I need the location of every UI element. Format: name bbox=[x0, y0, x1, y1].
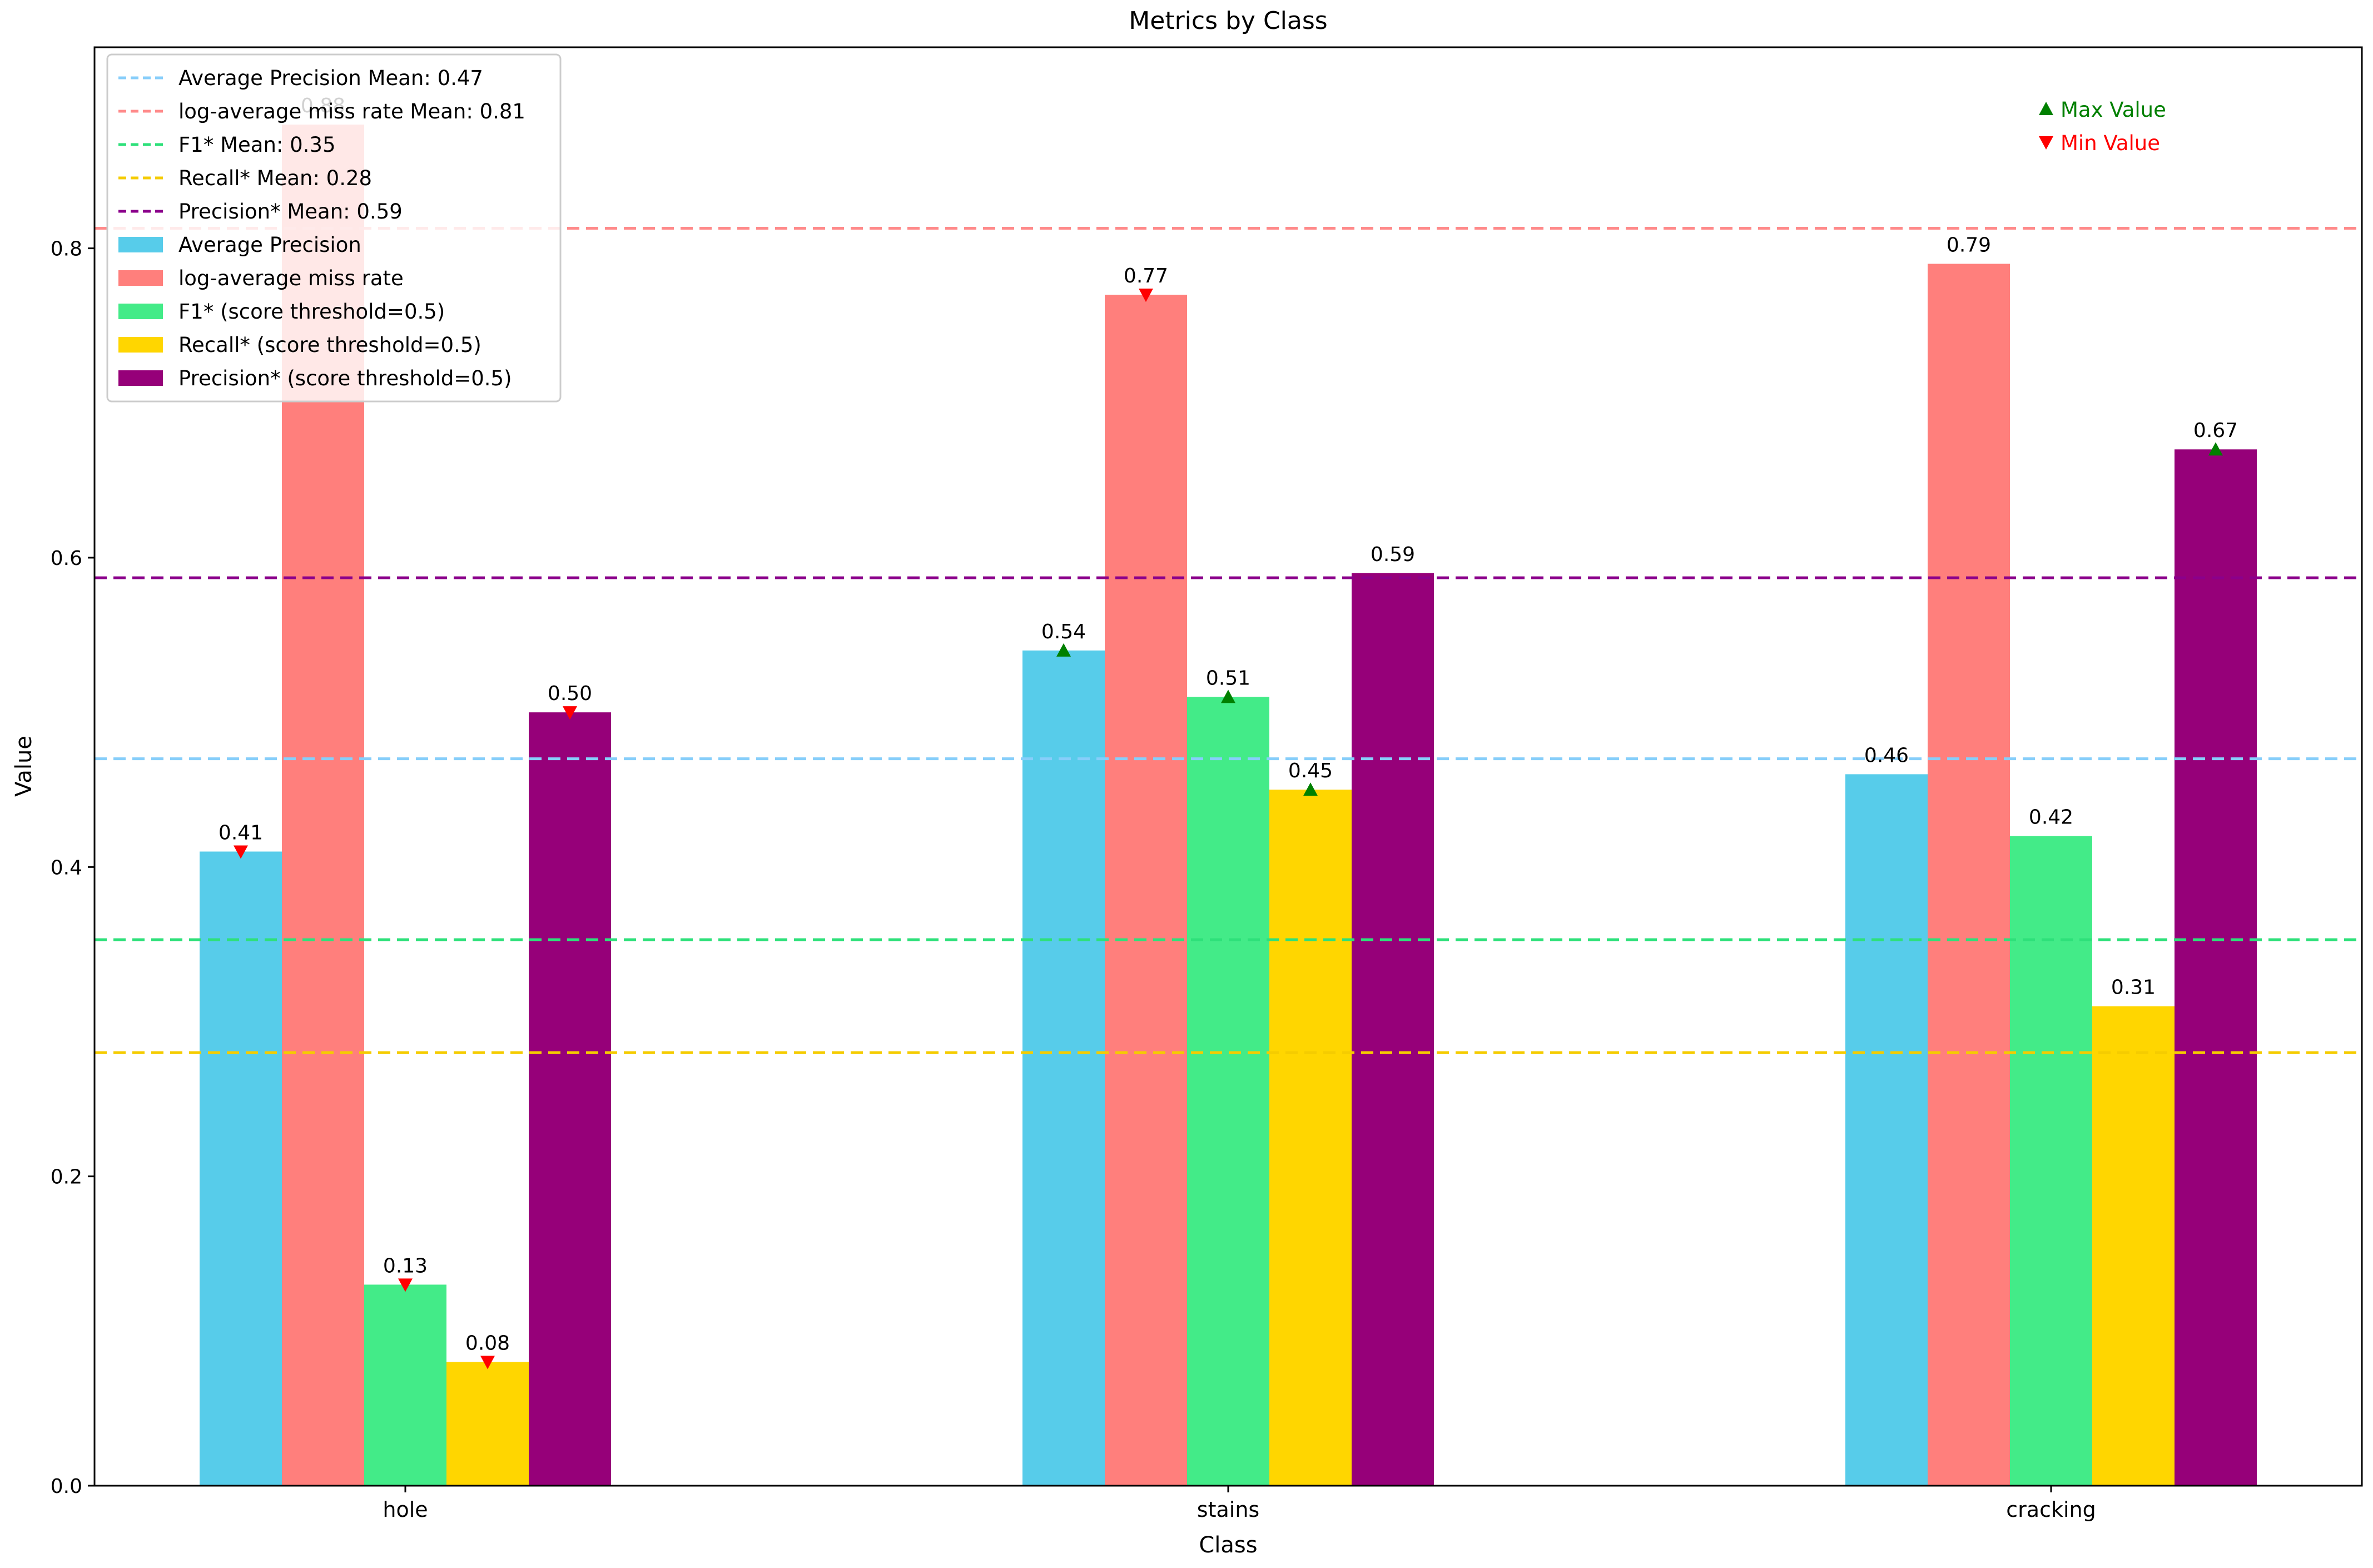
min-value-legend-icon bbox=[2039, 136, 2053, 150]
legend-patch-swatch bbox=[118, 270, 163, 286]
value-label: 0.50 bbox=[548, 682, 592, 705]
bar-cracking-3 bbox=[2092, 1006, 2175, 1486]
x-tick-label-cracking: cracking bbox=[2006, 1497, 2096, 1522]
legend-label: Average Precision bbox=[178, 233, 361, 257]
legend-label: log-average miss rate Mean: 0.81 bbox=[178, 100, 525, 123]
value-label: 0.13 bbox=[383, 1254, 428, 1277]
axes: 0.0 0.2 0.4 0.6 0.8 hole stains cracking bbox=[51, 46, 2363, 1522]
value-label: 0.67 bbox=[2193, 419, 2238, 442]
bar-hole-3 bbox=[446, 1362, 529, 1486]
bar-cracking-4 bbox=[2175, 449, 2257, 1486]
markers bbox=[234, 289, 2223, 1369]
y-tick-label: 0.0 bbox=[51, 1475, 82, 1498]
marker-legend: Max Value Min Value bbox=[2039, 98, 2166, 155]
value-label: 0.79 bbox=[1947, 234, 1991, 256]
bar-cracking-2 bbox=[2010, 836, 2092, 1486]
legend-patch-swatch bbox=[118, 337, 163, 353]
min-marker bbox=[398, 1278, 413, 1292]
y-tick-label: 0.6 bbox=[51, 547, 82, 570]
max-value-legend-label: Max Value bbox=[2061, 98, 2166, 122]
legend: Average Precision Mean: 0.47 log-average … bbox=[106, 53, 562, 403]
value-label: 0.08 bbox=[465, 1332, 510, 1354]
bar-stains-2 bbox=[1187, 697, 1269, 1486]
value-label: 0.77 bbox=[1124, 265, 1168, 287]
bar-cracking-1 bbox=[1928, 264, 2010, 1486]
bar-hole-0 bbox=[200, 851, 282, 1486]
min-marker bbox=[234, 845, 248, 859]
value-label: 0.31 bbox=[2111, 976, 2156, 999]
min-marker bbox=[480, 1356, 495, 1369]
max-marker bbox=[1221, 689, 1235, 703]
x-axis-label: Class bbox=[1199, 1532, 1257, 1558]
legend-label: Recall* (score threshold=0.5) bbox=[178, 333, 481, 357]
legend-label: F1* (score threshold=0.5) bbox=[178, 300, 445, 324]
legend-label: log-average miss rate bbox=[178, 266, 404, 290]
max-marker bbox=[2208, 442, 2223, 456]
y-tick-label: 0.4 bbox=[51, 856, 82, 879]
legend-label: Recall* Mean: 0.28 bbox=[178, 166, 372, 190]
y-tick-label: 0.2 bbox=[51, 1166, 82, 1189]
value-label: 0.59 bbox=[1371, 543, 1415, 566]
min-marker bbox=[1139, 289, 1153, 302]
min-marker bbox=[563, 706, 577, 720]
value-label: 0.41 bbox=[219, 821, 263, 844]
legend-patch-swatch bbox=[118, 304, 163, 319]
value-label: 0.51 bbox=[1206, 667, 1250, 689]
value-label: 0.54 bbox=[1041, 621, 1086, 643]
bar-hole-2 bbox=[364, 1284, 446, 1486]
max-marker bbox=[1056, 643, 1071, 657]
bar-hole-4 bbox=[529, 712, 611, 1486]
legend-label: Precision* Mean: 0.59 bbox=[178, 200, 403, 224]
min-value-legend-label: Min Value bbox=[2061, 131, 2160, 155]
legend-patch-swatch bbox=[118, 370, 163, 386]
bar-cracking-0 bbox=[1845, 774, 1928, 1486]
max-marker bbox=[1303, 782, 1318, 796]
bar-stains-1 bbox=[1105, 295, 1187, 1486]
legend-patch-swatch bbox=[118, 237, 163, 252]
x-tick-label-hole: hole bbox=[383, 1497, 428, 1522]
chart-title: Metrics by Class bbox=[1129, 7, 1327, 35]
bar-stains-4 bbox=[1352, 573, 1434, 1486]
value-label: 0.46 bbox=[1864, 744, 1909, 767]
legend-label: F1* Mean: 0.35 bbox=[178, 133, 336, 157]
value-label: 0.45 bbox=[1288, 760, 1333, 782]
legend-label: Average Precision Mean: 0.47 bbox=[178, 66, 483, 90]
y-tick-label: 0.8 bbox=[51, 238, 82, 261]
max-value-legend-icon bbox=[2039, 102, 2053, 116]
y-axis-label: Value bbox=[11, 736, 37, 797]
legend-label: Precision* (score threshold=0.5) bbox=[178, 366, 512, 390]
x-tick-label-stains: stains bbox=[1197, 1497, 1259, 1522]
bar-stains-3 bbox=[1269, 790, 1352, 1486]
value-label: 0.42 bbox=[2029, 806, 2073, 829]
legend-box bbox=[106, 53, 562, 403]
bar-stains-0 bbox=[1022, 650, 1105, 1486]
